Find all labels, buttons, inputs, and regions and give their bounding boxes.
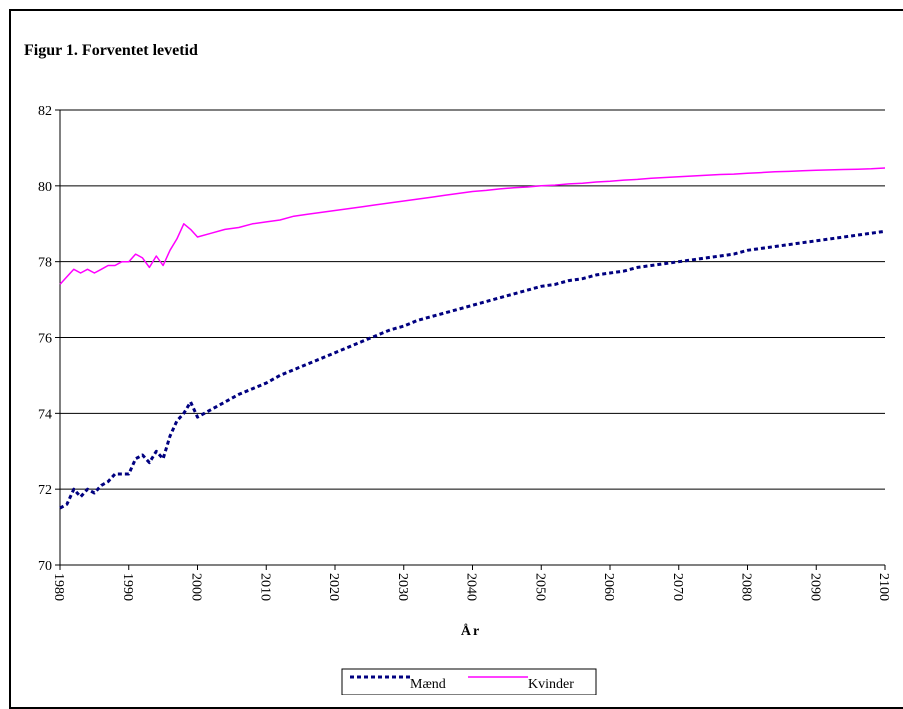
x-tick-label: 2070 (670, 573, 685, 601)
x-tick-label: 2080 (739, 573, 754, 601)
chart-title: Figur 1. Forventet levetid (24, 42, 198, 59)
x-tick-label: 2040 (464, 573, 479, 601)
gridlines (60, 109, 885, 566)
y-tick-label: 76 (38, 332, 52, 347)
axes: 70 72 74 76 78 80 82 1980 1990 2000 2010 2020 2030 20… (38, 104, 891, 601)
x-tick-label: 1980 (51, 573, 66, 601)
x-tick-label: 2030 (395, 573, 410, 601)
x-tick-label: 2020 (326, 573, 341, 601)
legend-label-kvinder: Kvinder (528, 677, 574, 692)
x-tick-label: 2000 (189, 573, 204, 601)
y-tick-label: 72 (38, 483, 52, 498)
y-tick-label: 80 (38, 180, 52, 195)
x-tick-label: 2100 (876, 573, 891, 601)
x-tick-label: 2010 (257, 573, 272, 601)
y-tick-label: 70 (38, 559, 52, 574)
y-tick-label: 74 (38, 407, 52, 422)
y-tick-label: 78 (38, 256, 52, 271)
legend-label-maend: Mænd (410, 677, 446, 692)
chart-frame (9, 9, 903, 709)
series-line-maend (59, 229, 886, 510)
x-tick-label: 2060 (601, 573, 616, 601)
legend: Mænd Kvinder (341, 668, 597, 695)
x-tick-label: 2050 (532, 573, 547, 601)
x-tick-label: 1990 (120, 573, 135, 601)
series-line-kvinder (59, 167, 886, 285)
series-lines (59, 167, 886, 510)
legend-box (341, 668, 597, 695)
x-axis-label: År (461, 623, 481, 639)
y-tick-label: 82 (38, 104, 52, 119)
x-tick-label: 2090 (807, 573, 822, 601)
